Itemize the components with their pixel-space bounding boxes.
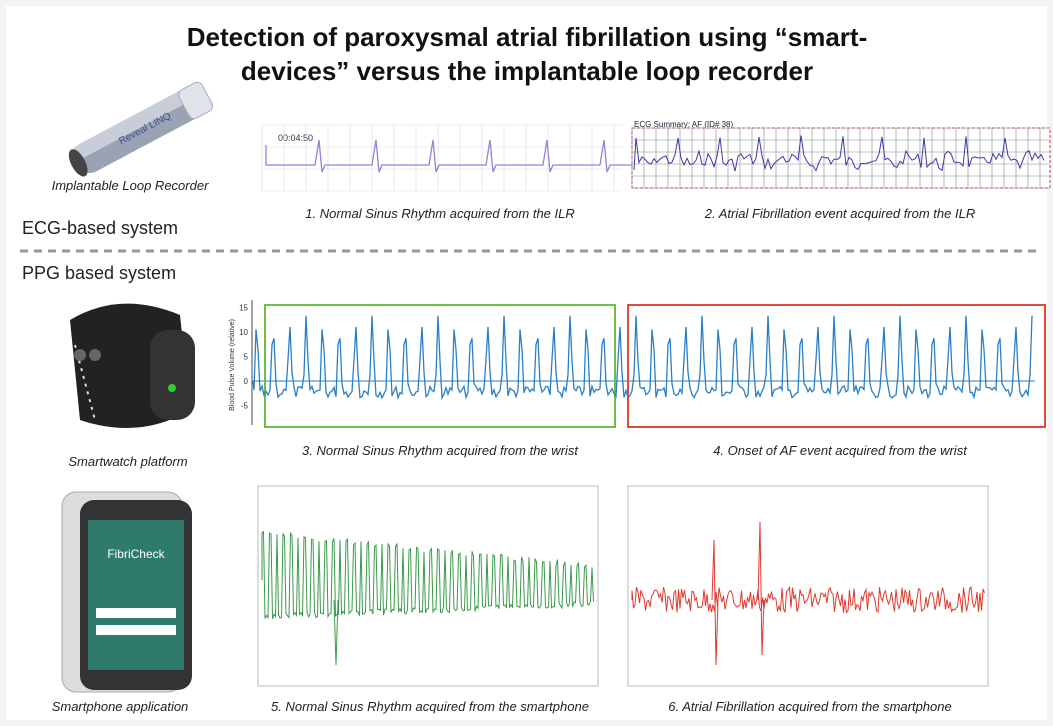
phone-trace [261, 530, 594, 666]
ppg-plot: Blood Pulse Volume (relative) 15 10 5 0 -5 [229, 300, 1046, 428]
tick-label: 15 [239, 304, 248, 313]
phone-device: FibriCheck [61, 491, 192, 693]
panel-caption: 4. Onset of AF event acquired from the w… [713, 443, 968, 458]
ilr-device: Reveal LINQ [68, 81, 214, 177]
section-label: ECG-based system [22, 218, 178, 238]
header-label: ECG Summary: AF (ID# 38) [634, 120, 733, 129]
phone-trace [631, 521, 985, 666]
device-caption: Implantable Loop Recorder [52, 178, 209, 193]
ppg-trace [252, 315, 1033, 401]
panel-caption: 1. Normal Sinus Rhythm acquired from the… [305, 206, 575, 221]
tick-label: -5 [241, 402, 249, 411]
title-line: devices” versus the implantable loop rec… [241, 56, 813, 86]
tick-label: 5 [244, 353, 249, 362]
tick-label: 10 [239, 328, 248, 337]
ecg-panel: ECG Summary: AF (ID# 38) [631, 120, 1051, 189]
time-label: 00:04:50 [278, 133, 313, 143]
phone-plot [627, 485, 989, 687]
axis-label: Blood Pulse Volume (relative) [229, 319, 236, 411]
panel-caption: 3. Normal Sinus Rhythm acquired from the… [302, 443, 579, 458]
panel-caption: 6. Atrial Fibrillation acquired from the… [668, 699, 951, 714]
ecg-trace [265, 139, 674, 173]
ecg-trace [633, 135, 1045, 172]
tick-label: 0 [244, 377, 249, 386]
section-label: PPG based system [22, 263, 176, 283]
ecg-panel: 00:04:50 [261, 124, 674, 192]
device-caption: Smartphone application [52, 699, 189, 714]
device-caption: Smartwatch platform [68, 454, 187, 469]
app-name: FibriCheck [107, 547, 165, 561]
panel-caption: 5. Normal Sinus Rhythm acquired from the… [271, 699, 589, 714]
phone-plot [257, 485, 599, 687]
watch-device [70, 303, 195, 428]
panel-caption: 2. Atrial Fibrillation event acquired fr… [704, 206, 975, 221]
title-line: Detection of paroxysmal atrial fibrillat… [187, 22, 867, 52]
